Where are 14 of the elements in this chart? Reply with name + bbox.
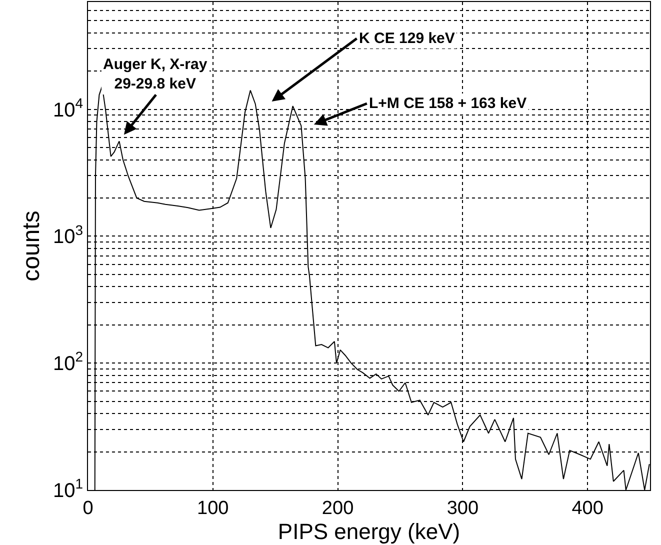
x-tick-label: 0 xyxy=(82,498,94,519)
annotation: L+M CE 158 + 163 keV xyxy=(369,95,527,112)
y-tick-label: 10$^{1}$ xyxy=(52,476,84,502)
x-tick-label: 200 xyxy=(322,498,354,519)
y-tick-label: 10$^{2}$ xyxy=(52,348,84,376)
x-tick-label: 100 xyxy=(197,498,229,519)
x-tick-label: 300 xyxy=(446,498,479,519)
y-axis-title: counts xyxy=(18,210,46,282)
x-axis-title: PIPS energy (keV) xyxy=(278,518,460,544)
annotation: K CE 129 keV xyxy=(359,30,455,47)
annotation: Auger K, X-ray 29-29.8 keV xyxy=(103,56,208,92)
y-tick-label: 10$^{4}$ xyxy=(52,94,84,122)
x-tick-label: 400 xyxy=(572,498,604,519)
y-tick-label: 10$^{3}$ xyxy=(52,222,84,248)
